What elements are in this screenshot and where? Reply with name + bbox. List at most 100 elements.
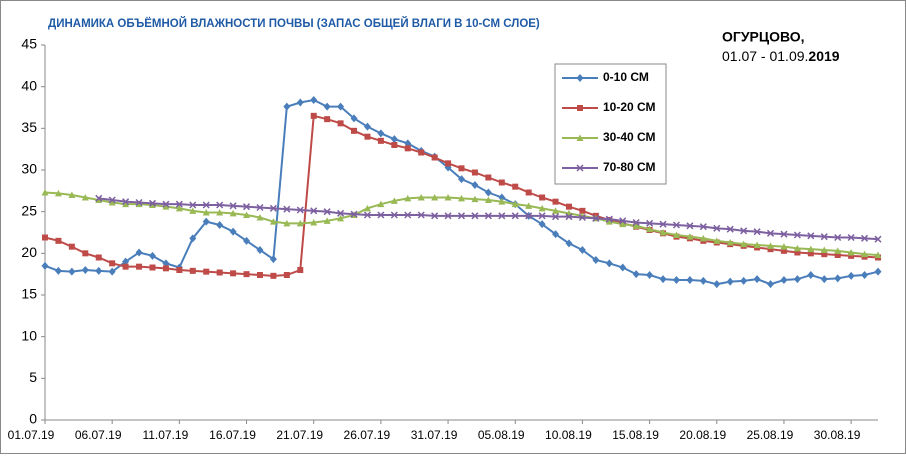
data-point — [539, 194, 546, 201]
data-point — [68, 267, 76, 276]
data-point — [431, 212, 439, 220]
data-point — [55, 237, 62, 244]
data-point — [162, 203, 170, 210]
annotation-place: ОГУРЦОВО, — [722, 29, 805, 45]
data-point — [565, 239, 573, 248]
data-point — [471, 212, 479, 220]
data-point — [847, 249, 855, 256]
data-point — [418, 149, 425, 156]
data-point — [834, 252, 841, 258]
data-point — [189, 267, 196, 274]
data-point — [471, 195, 479, 203]
data-point — [699, 234, 707, 242]
data-point — [834, 274, 842, 283]
data-point — [592, 214, 600, 222]
data-point — [148, 201, 156, 208]
data-point — [807, 271, 815, 279]
data-point — [767, 280, 775, 289]
data-point — [81, 266, 89, 274]
data-point — [672, 231, 680, 238]
data-point — [122, 200, 130, 208]
data-point — [686, 233, 694, 240]
data-point — [780, 243, 788, 250]
data-point — [216, 221, 224, 229]
data-point — [848, 252, 855, 259]
data-point — [390, 135, 398, 144]
legend-marker — [576, 164, 584, 172]
data-point — [202, 209, 210, 216]
data-point — [485, 174, 492, 181]
x-tick-label: 31.07.19 — [411, 428, 458, 442]
data-point — [552, 207, 560, 214]
data-point — [148, 199, 157, 207]
data-point — [874, 235, 882, 243]
data-point — [243, 211, 251, 218]
data-point — [726, 225, 734, 233]
data-point — [780, 230, 788, 238]
data-point — [363, 122, 371, 131]
data-point — [283, 102, 291, 111]
x-tick-label: 26.07.19 — [344, 428, 391, 442]
data-point — [256, 272, 263, 278]
y-tick-label: 15 — [21, 286, 37, 302]
data-point — [337, 214, 345, 222]
data-point — [686, 276, 694, 284]
data-point — [807, 245, 815, 253]
data-point — [659, 220, 667, 228]
data-point — [162, 200, 170, 208]
data-point — [149, 264, 156, 271]
y-tick-label: 25 — [21, 202, 37, 218]
data-point — [230, 270, 237, 277]
data-point — [578, 246, 586, 254]
data-point — [269, 255, 277, 264]
data-point — [324, 116, 331, 123]
data-point — [820, 246, 828, 253]
data-point — [350, 210, 358, 218]
data-point — [122, 263, 129, 270]
data-point — [108, 199, 116, 206]
data-point — [834, 233, 842, 242]
data-point — [363, 204, 371, 212]
data-point — [41, 261, 49, 270]
data-point — [834, 247, 842, 254]
x-tick-label: 01.07.19 — [8, 428, 55, 442]
data-point — [283, 219, 291, 227]
data-point — [256, 246, 264, 254]
y-tick-label: 45 — [21, 36, 37, 52]
data-point — [202, 217, 210, 226]
y-tick-label: 35 — [21, 119, 37, 135]
legend-marker — [576, 74, 584, 82]
data-point — [216, 209, 224, 216]
legend-label: 10-20 СМ — [603, 100, 656, 114]
data-point — [41, 189, 49, 196]
data-point — [740, 240, 748, 248]
data-point — [699, 223, 707, 231]
data-point — [283, 272, 290, 278]
data-point — [296, 219, 304, 227]
data-point — [256, 214, 264, 221]
data-point — [538, 204, 546, 212]
data-point — [82, 250, 89, 257]
data-point — [565, 213, 573, 221]
data-point — [148, 251, 156, 260]
data-point — [404, 145, 411, 152]
data-point — [310, 112, 317, 119]
data-point — [81, 194, 89, 201]
data-point — [498, 212, 506, 220]
data-point — [162, 265, 169, 272]
data-point — [820, 233, 828, 241]
data-point — [95, 266, 103, 275]
data-point — [632, 222, 640, 229]
data-point — [457, 212, 466, 220]
data-point — [175, 204, 183, 212]
y-tick-label: 0 — [29, 411, 37, 427]
data-point — [525, 202, 533, 209]
x-tick-label: 16.07.19 — [209, 428, 256, 442]
data-point — [229, 202, 237, 210]
data-point — [753, 228, 761, 236]
data-point — [484, 196, 492, 203]
data-point — [310, 207, 318, 215]
data-point — [95, 194, 103, 202]
data-point — [216, 269, 223, 276]
